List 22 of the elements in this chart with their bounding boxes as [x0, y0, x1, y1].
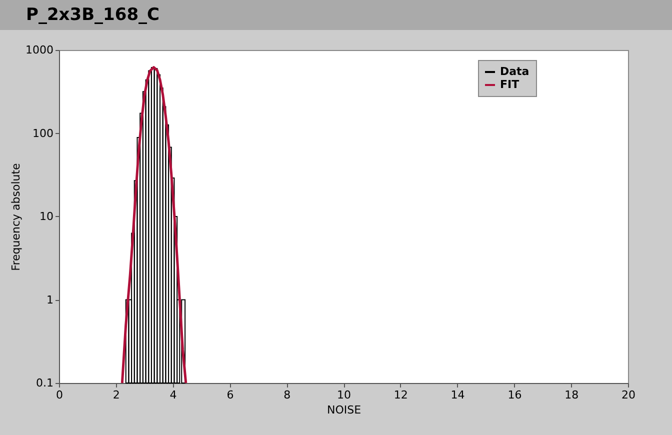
y-tick-label: 1000	[26, 44, 54, 56]
x-tick-label: 16	[508, 388, 522, 402]
y-tick-label: 10	[40, 210, 54, 223]
x-tick-label: 2	[112, 388, 120, 402]
x-tick-label: 14	[450, 388, 465, 402]
chart-title: P_2x3B_168_C	[0, 0, 672, 30]
legend-label: Data	[500, 65, 530, 78]
line-series	[120, 66, 188, 384]
y-axis-title: Frequency absolute	[10, 162, 23, 271]
x-tick-label: 8	[284, 388, 291, 402]
x-tick-label: 18	[564, 388, 579, 402]
x-tick-label: 4	[170, 388, 177, 402]
x-tick-label: 20	[622, 388, 636, 402]
y-tick-label: 100	[32, 126, 54, 140]
x-tick-label: 0	[56, 388, 63, 402]
y-tick-label: 1	[46, 293, 54, 306]
x-tick-label: 12	[394, 388, 408, 402]
y-tick-label: 0.1	[36, 376, 54, 390]
x-tick-label: 10	[337, 388, 351, 402]
x-axis-title: NOISE	[326, 404, 362, 416]
x-tick-label: 6	[226, 388, 234, 402]
legend-label: FIT	[500, 78, 520, 91]
